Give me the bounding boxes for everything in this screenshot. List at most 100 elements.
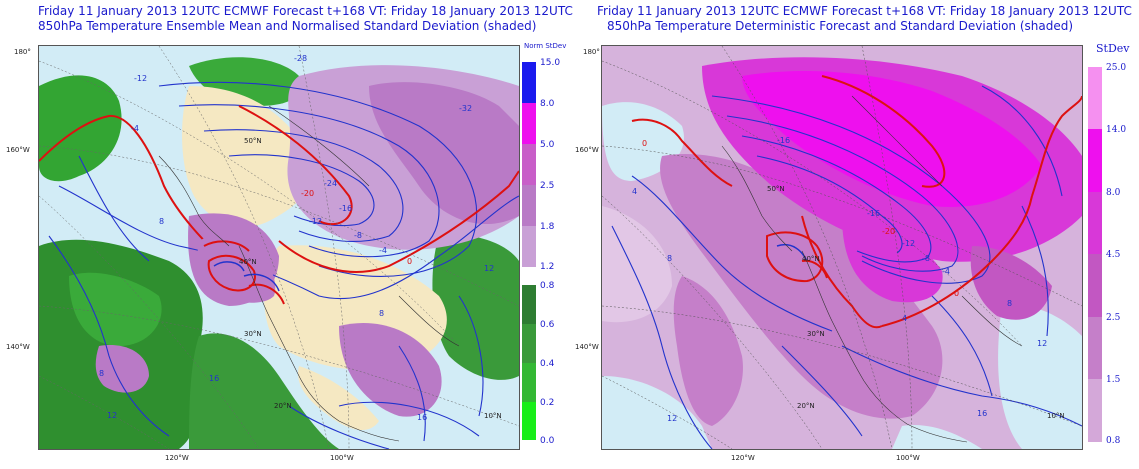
right-legend-tick-2-5: 2.5 bbox=[1106, 313, 1121, 323]
right-legend-tick-14: 14.0 bbox=[1106, 125, 1127, 135]
left-clabel-12: -12 bbox=[309, 217, 322, 226]
left-title-line2: 850hPa Temperature Ensemble Mean and Nor… bbox=[38, 19, 537, 33]
right-clabel-8-e: 8 bbox=[1007, 299, 1012, 308]
right-lon-140w: 140°W bbox=[575, 343, 599, 351]
right-lon-180: 180° bbox=[583, 48, 600, 56]
right-red-contours bbox=[631, 75, 1082, 329]
right-title-line1: Friday 11 January 2013 12UTC ECMWF Forec… bbox=[597, 4, 1132, 18]
right-clabel-16: -16 bbox=[867, 209, 880, 218]
left-clabel-4: -4 bbox=[379, 246, 387, 255]
left-lon-180: 180° bbox=[14, 48, 31, 56]
left-contour-labels: -24 -20 -16 -12 -8 -4 0 -4 -12 8 8 12 16… bbox=[99, 54, 494, 422]
left-clabel-12-sw: 12 bbox=[107, 411, 117, 420]
right-title-line2: 850hPa Temperature Deterministic Forecas… bbox=[606, 19, 1074, 33]
right-map: -20 -16 -12 -8 -4 0 0 4 8 12 16 12 8 4 -… bbox=[601, 45, 1083, 450]
right-legend-title: StDev bbox=[1096, 42, 1130, 55]
right-lat-50: 50°N bbox=[767, 185, 785, 193]
left-title-line1: Friday 11 January 2013 12UTC ECMWF Forec… bbox=[38, 4, 573, 18]
left-legend-seg-3 bbox=[522, 144, 536, 185]
right-legend-tick-1-5: 1.5 bbox=[1106, 375, 1121, 385]
right-legend-tick-0-8: 0.8 bbox=[1106, 436, 1121, 446]
right-magenta-core bbox=[742, 71, 1042, 207]
right-legend-seg-3 bbox=[1088, 192, 1102, 254]
left-legend-tick-5: 5.0 bbox=[540, 140, 555, 150]
right-mid-sw bbox=[673, 276, 743, 426]
left-legend-tick-2-5: 2.5 bbox=[540, 181, 555, 191]
right-lon-160w: 160°W bbox=[575, 146, 599, 154]
right-clabel-20: -20 bbox=[882, 227, 895, 236]
right-blue-contours bbox=[611, 85, 1082, 449]
left-lon-160w: 160°W bbox=[6, 146, 30, 154]
right-lat-30: 30°N bbox=[807, 330, 825, 338]
left-legend-title: Norm StDev bbox=[524, 42, 567, 50]
right-clabel-4-c: 4 bbox=[902, 314, 907, 323]
left-land-mexico bbox=[298, 366, 379, 431]
left-clabel-16-s: 16 bbox=[209, 374, 219, 383]
right-legend-seg-4 bbox=[1088, 254, 1102, 317]
left-clabel-16: -16 bbox=[339, 204, 352, 213]
left-red-contours bbox=[39, 105, 519, 273]
left-legend-tick-1-8: 1.8 bbox=[540, 222, 555, 232]
right-lat-20: 20°N bbox=[797, 402, 815, 410]
right-graticule bbox=[602, 46, 1082, 449]
left-legend-seg-1 bbox=[522, 62, 536, 103]
left-legend-seg-5 bbox=[522, 226, 536, 267]
left-legend-tick-1-2: 1.2 bbox=[540, 262, 555, 272]
right-lat-labels: 50°N 40°N 30°N 20°N 10°N bbox=[767, 185, 1065, 420]
right-legend-tick-8: 8.0 bbox=[1106, 188, 1121, 198]
right-legend-bar bbox=[1088, 67, 1102, 442]
right-clabel-16-se: 16 bbox=[977, 409, 987, 418]
left-clabel-8-sw: 8 bbox=[99, 369, 104, 378]
left-clabel-8-w: 8 bbox=[159, 217, 164, 226]
left-coastlines bbox=[158, 105, 460, 442]
left-map: -24 -20 -16 -12 -8 -4 0 -4 -12 8 8 12 16… bbox=[38, 45, 520, 450]
left-legend-tick-8: 8.0 bbox=[540, 99, 555, 109]
left-clabel-28: -28 bbox=[294, 54, 307, 63]
left-legend-upper bbox=[522, 62, 536, 267]
left-lat-10: 10°N bbox=[484, 412, 502, 420]
left-clabel-12-e: 12 bbox=[484, 264, 494, 273]
left-legend-tick-0-6: 0.6 bbox=[540, 320, 555, 330]
right-clabel-0-nw: 0 bbox=[642, 139, 647, 148]
right-map-svg: -20 -16 -12 -8 -4 0 0 4 8 12 16 12 8 4 -… bbox=[602, 46, 1082, 449]
left-legend-tick-0-4: 0.4 bbox=[540, 359, 555, 369]
right-clabel-0: 0 bbox=[954, 289, 959, 298]
right-clabel-16-n: -16 bbox=[777, 136, 790, 145]
left-legend-green-1 bbox=[522, 285, 536, 324]
left-legend-green-2 bbox=[522, 324, 536, 363]
left-map-svg: -24 -20 -16 -12 -8 -4 0 -4 -12 8 8 12 16… bbox=[39, 46, 519, 449]
left-clabel-8: -8 bbox=[354, 231, 362, 240]
left-lat-30: 30°N bbox=[244, 330, 262, 338]
left-lon-120w: 120°W bbox=[165, 454, 189, 462]
right-clabel-12: -12 bbox=[902, 239, 915, 248]
right-legend-seg-6 bbox=[1088, 379, 1102, 442]
right-lat-40: 40°N bbox=[802, 255, 820, 263]
left-land-alaska bbox=[182, 86, 312, 227]
left-purple-north-inner bbox=[369, 82, 519, 225]
right-clabel-4-w: 4 bbox=[632, 187, 637, 196]
left-legend-lower bbox=[522, 285, 536, 440]
right-lon-120w: 120°W bbox=[731, 454, 755, 462]
right-clabel-8: -8 bbox=[922, 254, 930, 263]
left-legend-seg-4 bbox=[522, 185, 536, 226]
right-lat-10: 10°N bbox=[1047, 412, 1065, 420]
left-clabel-24: -24 bbox=[324, 179, 337, 188]
right-clabel-12-e: 12 bbox=[1037, 339, 1047, 348]
left-lat-50: 50°N bbox=[244, 137, 262, 145]
left-purple-south bbox=[339, 322, 442, 417]
left-green-sw-inner bbox=[69, 272, 162, 346]
right-contour-labels: -20 -16 -12 -8 -4 0 0 4 8 12 16 12 8 4 -… bbox=[632, 136, 1047, 423]
left-clabel-16-se: 16 bbox=[417, 413, 427, 422]
right-clabel-4: -4 bbox=[942, 267, 950, 276]
right-lon-100w: 100°W bbox=[896, 454, 920, 462]
left-lon-100w: 100°W bbox=[330, 454, 354, 462]
right-legend-tick-25: 25.0 bbox=[1106, 63, 1127, 73]
right-clabel-12-sw: 12 bbox=[667, 414, 677, 423]
left-legend-tick-0-8: 0.8 bbox=[540, 281, 555, 291]
left-legend-tick-0-0: 0.0 bbox=[540, 436, 555, 446]
left-legend-green-3 bbox=[522, 363, 536, 402]
right-cyan-sw bbox=[602, 376, 712, 449]
right-legend-seg-1 bbox=[1088, 67, 1102, 129]
left-legend-tick-0-2: 0.2 bbox=[540, 398, 555, 408]
left-green-e bbox=[432, 235, 519, 380]
